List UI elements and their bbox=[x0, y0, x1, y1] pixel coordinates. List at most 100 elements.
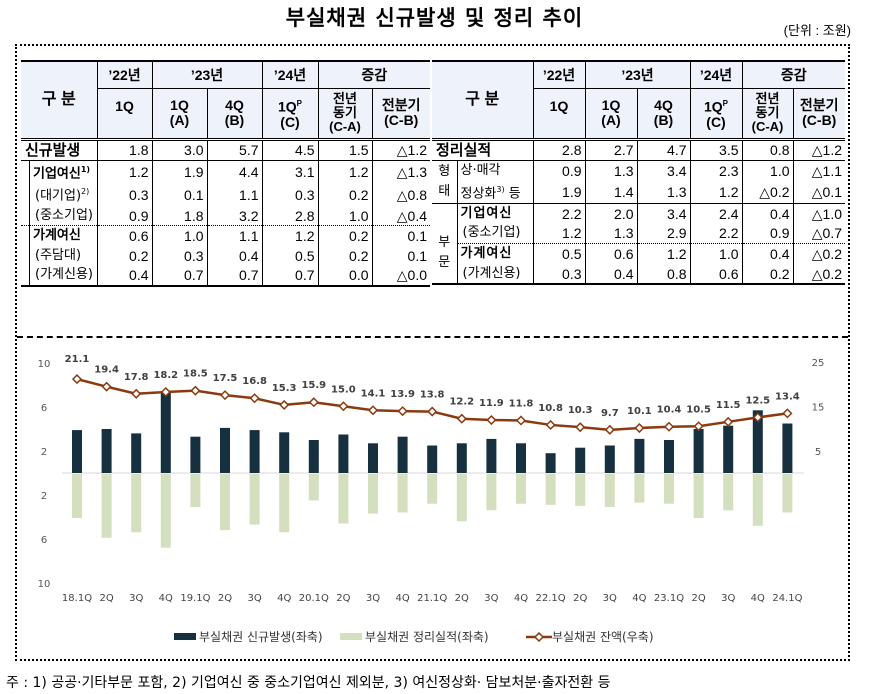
bar-new-occurrence bbox=[693, 429, 704, 473]
cell-value: △0.4 bbox=[371, 205, 430, 226]
balance-marker bbox=[663, 421, 675, 432]
cell-value: △0.7 bbox=[792, 223, 845, 244]
balance-marker bbox=[515, 415, 527, 426]
bar-new-occurrence bbox=[782, 423, 793, 473]
balance-marker bbox=[397, 406, 408, 417]
left-axis-tick: 6 bbox=[41, 535, 47, 546]
x-axis-tick: 2Q bbox=[573, 593, 587, 604]
x-axis-tick: 2Q bbox=[691, 593, 705, 604]
col-24-1q-label: 1Q bbox=[277, 98, 297, 115]
cell-value: 1.9 bbox=[532, 180, 585, 204]
table-row: (중소기업) 1.2 1.3 2.9 2.2 0.9 △0.7 bbox=[432, 223, 845, 244]
cell-value: 0.3 bbox=[96, 183, 152, 206]
row-label: (중소기업) bbox=[21, 205, 97, 226]
x-axis-tick: 2Q bbox=[455, 593, 469, 604]
bar-write-off bbox=[397, 474, 408, 513]
col-23-1q-label: 1Q bbox=[170, 97, 189, 113]
cell-value: 0.4 bbox=[584, 263, 637, 285]
row-label: (대기업)2) bbox=[21, 183, 97, 206]
bar-new-occurrence bbox=[249, 430, 260, 473]
row-label-text: 정상화 bbox=[460, 186, 497, 202]
footnote-mark: 1) bbox=[80, 165, 91, 175]
cell-value: 2.8 bbox=[532, 139, 585, 161]
row-label-text: 상·매각 bbox=[460, 162, 501, 178]
table-row: 가계여신 0.5 0.6 1.2 1.0 0.4 △0.2 bbox=[432, 243, 845, 264]
cell-value: 0.2 bbox=[96, 245, 152, 266]
right-axis-tick: 25 bbox=[812, 358, 825, 369]
bar-new-occurrence bbox=[604, 445, 615, 473]
balance-data-label: 11.8 bbox=[509, 398, 534, 409]
balance-marker bbox=[279, 399, 290, 410]
balance-data-label: 16.8 bbox=[242, 376, 267, 387]
bar-write-off bbox=[516, 474, 526, 504]
table-row: (가계신용) 0.3 0.4 0.8 0.6 0.2 △0.2 bbox=[432, 263, 845, 285]
balance-data-label: 11.5 bbox=[716, 400, 741, 411]
cell-value: △1.2 bbox=[792, 139, 845, 161]
cell-value: 3.4 bbox=[636, 203, 690, 224]
row-label-text: 기업여신 bbox=[460, 205, 513, 221]
cell-value: △0.8 bbox=[371, 183, 430, 206]
cell-value: 1.2 bbox=[689, 180, 742, 204]
balance-marker bbox=[634, 422, 645, 434]
cell-value: 1.0 bbox=[151, 225, 207, 246]
x-axis-tick: 2Q bbox=[218, 593, 232, 604]
bar-new-occurrence bbox=[486, 438, 497, 473]
x-axis-tick: 2Q bbox=[99, 593, 113, 604]
left-axis-tick: 10 bbox=[38, 359, 51, 370]
balance-data-label: 10.3 bbox=[568, 405, 593, 416]
bar-new-occurrence bbox=[279, 432, 290, 473]
year-24-header: ’24년 bbox=[261, 61, 318, 89]
col-23-4q-label: 4Q bbox=[225, 97, 244, 113]
balance-data-label: 14.1 bbox=[361, 388, 386, 399]
balance-marker bbox=[71, 374, 83, 385]
bar-write-off bbox=[575, 474, 586, 506]
cell-value: 0.3 bbox=[151, 245, 207, 266]
content-frame bbox=[15, 44, 850, 661]
col-yoy: 전년 동기 (C-A) bbox=[317, 88, 372, 141]
col-yoy-line1: 전년 bbox=[333, 91, 357, 106]
cell-value: 0.4 bbox=[206, 245, 262, 266]
year-23-header: ’23년 bbox=[151, 61, 262, 89]
cell-value: 2.4 bbox=[689, 203, 742, 224]
legend-swatch-balance bbox=[526, 631, 552, 642]
balance-data-label: 9.7 bbox=[601, 408, 619, 419]
col-23-4q-sub: (B) bbox=[224, 112, 245, 128]
balance-data-label: 13.8 bbox=[420, 390, 445, 401]
balance-marker bbox=[486, 414, 497, 426]
right-axis-tick: 15 bbox=[812, 402, 825, 413]
bar-write-off bbox=[190, 474, 201, 507]
x-axis-tick: 3Q bbox=[721, 593, 735, 604]
bar-write-off bbox=[486, 474, 497, 511]
col-yoy-sub: (C-A) bbox=[329, 119, 361, 134]
cell-value: 0.8 bbox=[636, 263, 690, 285]
col-23-4q-right: 4Q (B) bbox=[636, 88, 690, 141]
cell-value: 1.0 bbox=[317, 205, 372, 226]
balance-marker bbox=[190, 385, 201, 396]
x-axis-tick: 4Q bbox=[277, 593, 291, 604]
balance-data-label: 15.9 bbox=[301, 380, 326, 391]
cell-value: 1.2 bbox=[96, 160, 152, 184]
bar-new-occurrence bbox=[101, 429, 112, 473]
cell-value: 1.0 bbox=[689, 243, 742, 264]
balance-marker bbox=[693, 421, 704, 432]
unit-label: (단위 : 조원) bbox=[783, 23, 851, 38]
legend-swatch-writeoff bbox=[340, 633, 362, 640]
balance-data-label: 10.4 bbox=[657, 405, 682, 416]
cell-value: 0.6 bbox=[96, 225, 152, 246]
row-label-text: (가계신용) bbox=[462, 265, 521, 281]
cell-value: 0.6 bbox=[689, 263, 742, 285]
x-axis-tick: 4Q bbox=[751, 593, 765, 604]
col-23-4q-label-right: 4Q bbox=[654, 97, 673, 113]
row-label-text: (대기업) bbox=[35, 188, 82, 204]
col-22-1q-label-right: 1Q bbox=[549, 97, 569, 114]
balance-marker bbox=[367, 405, 379, 416]
bar-write-off bbox=[72, 474, 82, 518]
legend-new: 부실채권 신규발생(좌축) bbox=[174, 628, 323, 645]
bar-write-off bbox=[456, 474, 467, 522]
cell-value: 1.3 bbox=[584, 160, 637, 181]
col-24-1q-right: 1QP (C) bbox=[689, 88, 742, 141]
balance-marker bbox=[131, 388, 142, 399]
cell-value: 2.2 bbox=[689, 223, 742, 244]
write-off-table: 구 분 ’22년 ’23년 ’24년 증감 1Q 1Q (A) 4Q (B) 1QP… bbox=[432, 60, 845, 286]
